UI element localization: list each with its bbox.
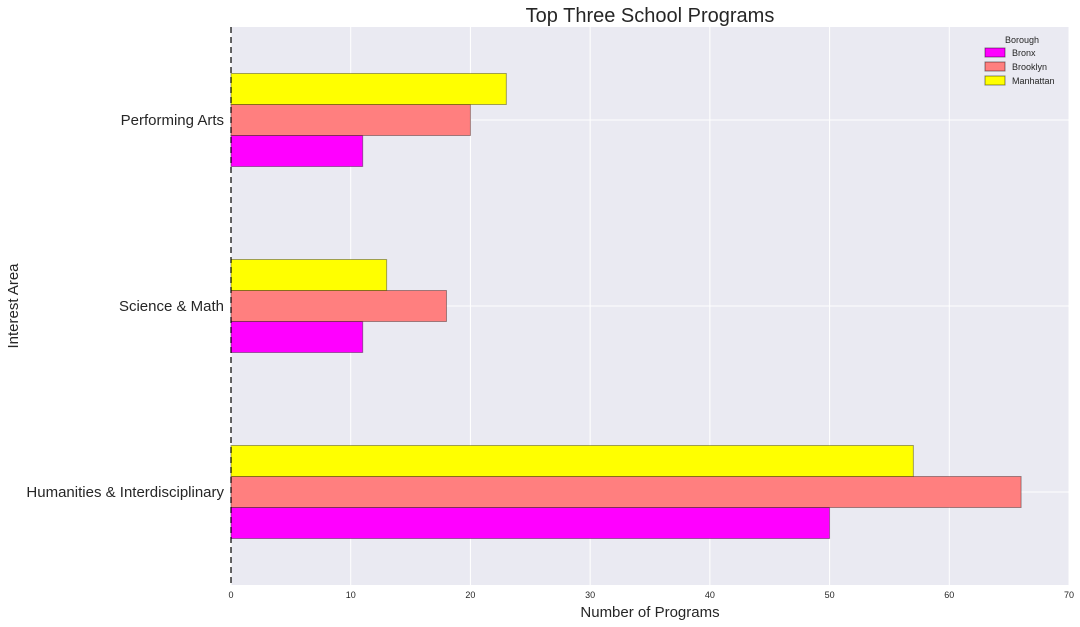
x-tick-labels: 0 10 20 30 40 50 60 70 bbox=[228, 590, 1074, 600]
x-tick-label: 60 bbox=[944, 590, 954, 600]
x-tick-label: 30 bbox=[585, 590, 595, 600]
bars-group bbox=[230, 73, 1022, 539]
bar-bronx bbox=[230, 321, 364, 353]
x-tick-label: 10 bbox=[346, 590, 356, 600]
y-category-label: Humanities & Interdisciplinary bbox=[26, 484, 224, 501]
bar-brooklyn bbox=[230, 104, 471, 136]
bar-brooklyn bbox=[230, 290, 447, 322]
y-axis-label: Interest Area bbox=[5, 263, 22, 349]
legend-swatch-bronx bbox=[984, 47, 1006, 58]
legend-items: Bronx Brooklyn Manhattan bbox=[984, 47, 1055, 86]
y-category-labels: Humanities & Interdisciplinary Science & … bbox=[26, 112, 224, 501]
legend: Borough Bronx Brooklyn Manhattan bbox=[984, 35, 1055, 86]
bar-brooklyn bbox=[230, 476, 1022, 508]
y-category-label: Science & Math bbox=[119, 298, 224, 315]
legend-label-brooklyn: Brooklyn bbox=[1012, 62, 1047, 72]
chart-title: Top Three School Programs bbox=[526, 5, 775, 27]
x-tick-label: 20 bbox=[465, 590, 475, 600]
bar-manhattan bbox=[230, 73, 507, 105]
x-tick-label: 50 bbox=[825, 590, 835, 600]
legend-swatch-manhattan bbox=[984, 75, 1006, 86]
legend-swatch-brooklyn bbox=[984, 61, 1006, 72]
legend-label-bronx: Bronx bbox=[1012, 48, 1036, 58]
x-tick-label: 40 bbox=[705, 590, 715, 600]
x-tick-label: 70 bbox=[1064, 590, 1074, 600]
x-axis-label: Number of Programs bbox=[580, 604, 719, 621]
bar-bronx bbox=[230, 135, 364, 167]
x-tick-label: 0 bbox=[228, 590, 233, 600]
legend-title: Borough bbox=[1005, 35, 1039, 45]
y-category-label: Performing Arts bbox=[121, 112, 224, 129]
bar-manhattan bbox=[230, 445, 914, 477]
bar-manhattan bbox=[230, 259, 388, 291]
legend-label-manhattan: Manhattan bbox=[1012, 76, 1055, 86]
bar-bronx bbox=[230, 507, 831, 539]
